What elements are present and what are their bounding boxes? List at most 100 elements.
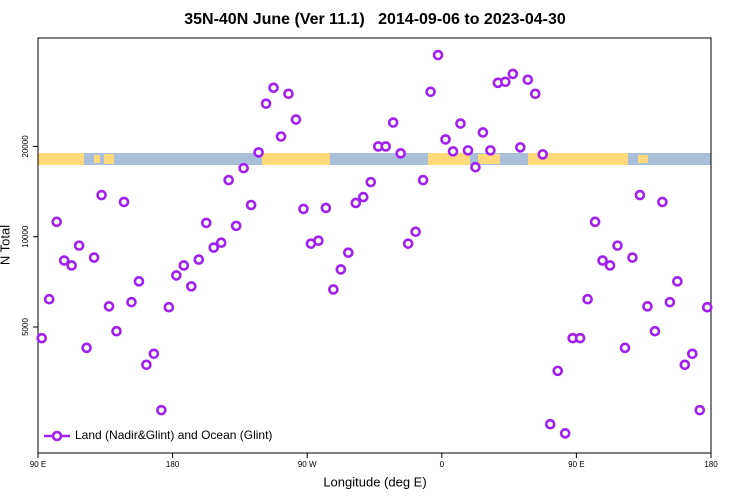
- data-point: [66, 260, 77, 271]
- data-point: [701, 301, 713, 313]
- y-tick-label: 10000: [21, 225, 30, 248]
- data-point: [612, 240, 623, 251]
- data-point: [88, 252, 100, 263]
- y-tick-label: 5000: [21, 318, 30, 336]
- data-point: [208, 242, 220, 253]
- data-point: [649, 325, 661, 337]
- x-tick-label: 90 W: [298, 460, 317, 469]
- data-point: [163, 301, 175, 313]
- data-point: [51, 216, 62, 228]
- data-point: [313, 235, 324, 246]
- data-point: [126, 296, 137, 308]
- data-point: [679, 359, 691, 371]
- data-point: [156, 404, 167, 416]
- data-point: [328, 284, 339, 295]
- data-point: [425, 86, 436, 98]
- data-point: [58, 255, 70, 266]
- data-point: [245, 199, 257, 211]
- data-point: [81, 342, 92, 354]
- x-tick-label: 180: [166, 460, 180, 469]
- y-tick-label: 20000: [21, 135, 30, 158]
- data-point: [455, 118, 466, 129]
- data-point: [335, 264, 347, 275]
- data-point: [485, 145, 496, 156]
- data-point: [529, 88, 541, 100]
- data-point: [500, 76, 511, 88]
- data-point: [193, 254, 205, 265]
- data-point: [178, 260, 190, 271]
- data-point: [343, 247, 354, 258]
- data-point: [357, 191, 369, 203]
- data-point: [597, 255, 608, 266]
- data-point: [552, 365, 564, 377]
- data-point: [43, 293, 55, 305]
- data-point: [627, 252, 638, 263]
- data-point: [694, 404, 706, 416]
- data-point: [447, 146, 459, 157]
- data-point: [582, 293, 593, 305]
- x-tick-label: 0: [440, 460, 445, 469]
- data-point: [118, 196, 130, 208]
- data-point: [522, 74, 534, 86]
- data-point: [462, 145, 474, 156]
- data-point: [559, 428, 571, 439]
- data-point: [395, 148, 406, 159]
- data-point: [133, 276, 145, 287]
- data-point: [96, 189, 107, 201]
- data-point: [73, 240, 85, 251]
- data-point: [417, 174, 429, 186]
- data-point: [477, 127, 489, 138]
- chart-title: 35N-40N June (Ver 11.1) 2014-09-06 to 20…: [184, 11, 566, 28]
- data-point: [230, 220, 242, 232]
- data-point: [275, 131, 287, 142]
- data-point: [657, 196, 668, 208]
- x-tick-label: 90 E: [30, 460, 46, 469]
- data-point: [260, 98, 272, 109]
- data-point: [171, 270, 182, 281]
- data-point: [387, 117, 399, 128]
- x-tick-label: 90 E: [568, 460, 584, 469]
- data-point: [544, 418, 556, 430]
- data-point: [432, 49, 444, 61]
- data-point: [215, 237, 227, 249]
- y-axis-label: N Total: [0, 225, 12, 265]
- data-point: [440, 134, 451, 145]
- x-tick-label: 180: [704, 460, 718, 469]
- data-point: [298, 203, 309, 215]
- data-point: [537, 149, 549, 160]
- data-point: [320, 202, 332, 214]
- data-point: [604, 260, 616, 271]
- data-point: [515, 142, 526, 153]
- data-point: [141, 359, 152, 371]
- data-point: [268, 82, 279, 94]
- data-point: [350, 197, 362, 209]
- legend-label: Land (Nadir&Glint) and Ocean (Glint): [75, 428, 272, 442]
- data-point: [238, 162, 249, 174]
- data-point: [574, 332, 586, 344]
- data-point: [619, 342, 631, 354]
- data-point: [687, 348, 698, 360]
- map-strip: [38, 153, 711, 165]
- data-point: [634, 189, 646, 201]
- data-point: [148, 348, 160, 360]
- data-point: [290, 114, 302, 125]
- data-point: [402, 238, 414, 249]
- data-point: [185, 281, 197, 292]
- data-point: [410, 226, 421, 238]
- data-point: [664, 296, 676, 308]
- data-point: [111, 325, 122, 337]
- data-point: [672, 276, 683, 287]
- data-point: [470, 161, 481, 173]
- data-point: [200, 217, 212, 229]
- x-axis-label: Longitude (deg E): [323, 474, 426, 489]
- data-point: [507, 68, 519, 80]
- data-point: [642, 301, 653, 312]
- data-point: [36, 332, 48, 344]
- legend-marker: [51, 430, 63, 442]
- data-point: [253, 147, 264, 158]
- data-point: [103, 301, 115, 312]
- data-point: [589, 216, 601, 228]
- data-point: [365, 176, 377, 188]
- data-point: [223, 174, 234, 186]
